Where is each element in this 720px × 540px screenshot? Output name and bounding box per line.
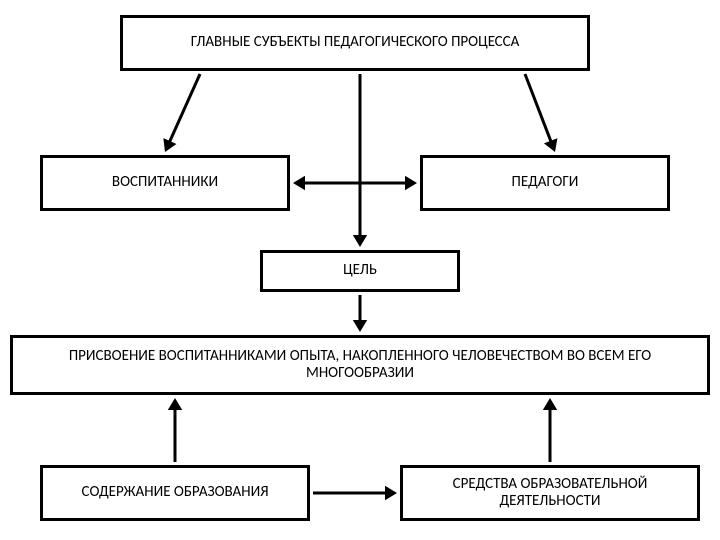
node-left1: ВОСПИТАННИКИ	[40, 155, 290, 211]
flowchart-canvas: ГЛАВНЫЕ СУБЪЕКТЫ ПЕДАГОГИЧЕСКОГО ПРОЦЕСС…	[0, 0, 720, 540]
node-top: ГЛАВНЫЕ СУБЪЕКТЫ ПЕДАГОГИЧЕСКОГО ПРОЦЕСС…	[120, 15, 590, 71]
node-goal-label: ЦЕЛЬ	[343, 262, 377, 279]
node-left1-label: ВОСПИТАННИКИ	[112, 174, 218, 191]
node-bottom-right-label: СРЕДСТВА ОБРАЗОВАТЕЛЬНОЙ ДЕЯТЕЛЬНОСТИ	[411, 476, 689, 511]
node-right1-label: ПЕДАГОГИ	[512, 174, 579, 191]
node-wide: ПРИСВОЕНИЕ ВОСПИТАННИКАМИ ОПЫТА, НАКОПЛЕ…	[10, 335, 710, 395]
node-right1: ПЕДАГОГИ	[420, 155, 670, 211]
node-wide-label: ПРИСВОЕНИЕ ВОСПИТАННИКАМИ ОПЫТА, НАКОПЛЕ…	[21, 348, 699, 383]
node-goal: ЦЕЛЬ	[260, 250, 460, 292]
node-bottom-left: СОДЕРЖАНИЕ ОБРАЗОВАНИЯ	[40, 465, 310, 521]
node-bottom-left-label: СОДЕРЖАНИЕ ОБРАЗОВАНИЯ	[81, 484, 268, 501]
node-bottom-right: СРЕДСТВА ОБРАЗОВАТЕЛЬНОЙ ДЕЯТЕЛЬНОСТИ	[400, 465, 700, 521]
node-top-label: ГЛАВНЫЕ СУБЪЕКТЫ ПЕДАГОГИЧЕСКОГО ПРОЦЕСС…	[191, 34, 520, 51]
